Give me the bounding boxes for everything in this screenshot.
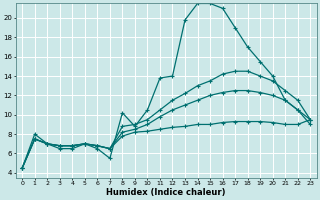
X-axis label: Humidex (Indice chaleur): Humidex (Indice chaleur) [107,188,226,197]
